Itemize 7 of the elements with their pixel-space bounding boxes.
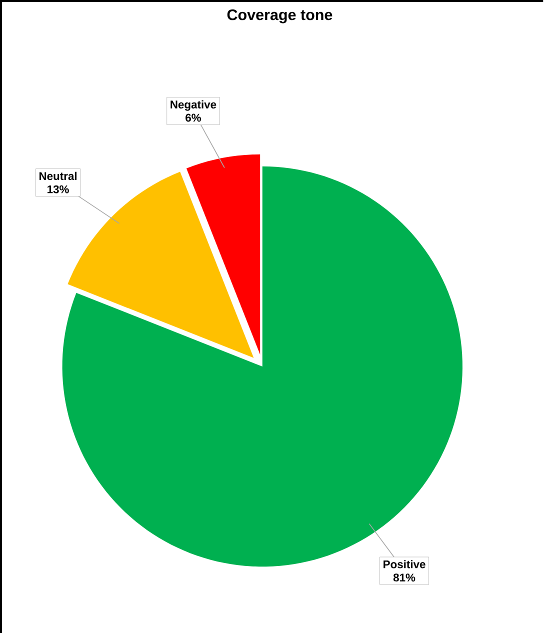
chart-title: Coverage tone (227, 9, 332, 24)
slice-label: Neutral (39, 172, 76, 180)
slice-label: Positive (383, 560, 426, 568)
data-label: 81% (393, 574, 416, 582)
data-label: 13% (47, 185, 69, 194)
data-label: 6% (185, 114, 201, 122)
slice-label: Negative (170, 100, 216, 111)
